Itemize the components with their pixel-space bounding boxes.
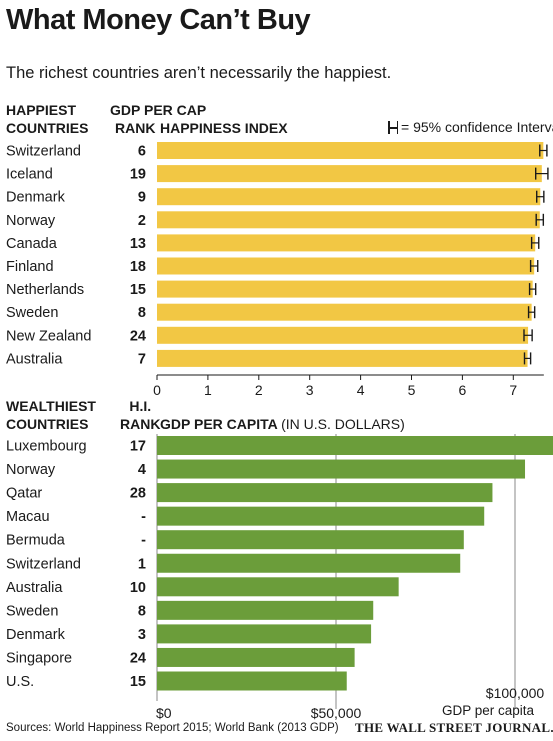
hi-rank-value: 17 xyxy=(130,439,146,455)
gdp-rank-value: 9 xyxy=(138,190,146,206)
wealth-country-label: Denmark xyxy=(6,627,66,643)
gdp-rank-value: 2 xyxy=(138,213,146,229)
happiness-index-header: HAPPINESS INDEX xyxy=(160,120,288,136)
hi-rank-header-line1: H.I. xyxy=(129,398,152,414)
hi-rank-value: 4 xyxy=(138,462,146,478)
happiness-bar xyxy=(157,211,540,229)
happy-country-label: New Zealand xyxy=(6,328,91,344)
gdp-axis-note: GDP per capita xyxy=(442,703,535,718)
wealth-country-label: Australia xyxy=(6,580,63,596)
confidence-interval-icon xyxy=(387,121,399,134)
happiness-tick-label: 2 xyxy=(255,382,263,398)
gdp-rank-header: GDP PER CAP RANK xyxy=(110,101,206,137)
wealthiest-header-line2: COUNTRIES xyxy=(6,416,89,432)
happiest-header-line1: HAPPIEST xyxy=(6,102,77,118)
hi-rank-value: - xyxy=(141,509,146,525)
gdp-tick-label: $100,000 xyxy=(486,685,545,701)
publisher-logo: THE WALL STREET JOURNAL. xyxy=(355,720,553,735)
hi-rank-value: 3 xyxy=(138,627,146,643)
happiness-bar xyxy=(157,303,532,321)
happiness-tick-label: 6 xyxy=(459,382,467,398)
gdp-tick-label: $0 xyxy=(156,705,172,721)
gdp-rank-header-line2: RANK xyxy=(115,120,156,136)
gdp-bar xyxy=(157,459,526,479)
happiness-bar xyxy=(157,349,528,367)
happiness-tick-label: 7 xyxy=(509,382,517,398)
happiness-tick-label: 1 xyxy=(204,382,212,398)
happy-country-label: Denmark xyxy=(6,190,66,206)
wealth-country-label: Macau xyxy=(6,509,50,525)
hi-rank-value: 24 xyxy=(130,650,146,666)
happiness-tick-label: 5 xyxy=(408,382,416,398)
gdp-bar xyxy=(157,506,485,526)
gdp-rank-header-line1: GDP PER CAP xyxy=(110,102,207,118)
confidence-interval-note-text: = 95% confidence Interval xyxy=(401,119,553,135)
sources-note: Sources: World Happiness Report 2015; Wo… xyxy=(6,722,339,734)
happiness-bar xyxy=(157,165,542,183)
happy-country-label: Australia xyxy=(6,351,63,367)
happy-country-label: Netherlands xyxy=(6,282,84,298)
happiest-header-line2: COUNTRIES xyxy=(6,120,89,136)
wealth-country-label: U.S. xyxy=(6,674,34,690)
gdp-per-capita-header: GDP PER CAPITA (IN U.S. DOLLARS) xyxy=(160,415,405,433)
hi-rank-value: 15 xyxy=(130,674,146,690)
happy-country-label: Iceland xyxy=(6,167,53,183)
happy-country-label: Sweden xyxy=(6,305,58,321)
wealth-country-label: Switzerland xyxy=(6,556,81,572)
happiness-bar xyxy=(157,280,533,298)
chart-subtitle: The richest countries aren’t necessarily… xyxy=(6,64,392,82)
happy-country-label: Canada xyxy=(6,236,58,252)
gdp-bar xyxy=(157,600,374,620)
chart-title: What Money Can’t Buy xyxy=(6,4,311,36)
hi-rank-value: 8 xyxy=(138,603,146,619)
wealth-country-label: Qatar xyxy=(6,486,42,502)
wealth-country-label: Luxembourg xyxy=(6,439,87,455)
wealth-country-label: Sweden xyxy=(6,603,58,619)
wealthiest-header-line1: WEALTHIEST xyxy=(6,398,96,414)
happiness-bar xyxy=(157,188,541,206)
confidence-interval-note: = 95% confidence Interval xyxy=(387,119,553,135)
happiest-header: HAPPIEST COUNTRIES xyxy=(6,101,88,137)
gdp-rank-value: 8 xyxy=(138,305,146,321)
happiness-bar xyxy=(157,257,535,275)
wealthiest-header: WEALTHIEST COUNTRIES xyxy=(6,397,96,433)
happiness-bar xyxy=(157,142,544,159)
happiness-tick-label: 3 xyxy=(306,382,314,398)
happy-country-label: Norway xyxy=(6,213,56,229)
hi-rank-value: 1 xyxy=(138,556,146,572)
wealth-country-label: Singapore xyxy=(6,650,72,666)
gdp-tick-label: $50,000 xyxy=(311,705,362,721)
gdp-rank-value: 18 xyxy=(130,259,146,275)
gdp-bar xyxy=(157,530,464,550)
gdp-bar xyxy=(157,671,347,691)
gdp-per-capita-header-main: GDP PER CAPITA xyxy=(160,416,278,432)
happiness-tick-label: 0 xyxy=(153,382,161,398)
gdp-bar xyxy=(157,624,372,644)
gdp-rank-value: 24 xyxy=(130,328,146,344)
happy-country-label: Switzerland xyxy=(6,144,81,160)
gdp-bar xyxy=(157,553,461,573)
gdp-bar xyxy=(157,647,355,667)
happy-country-label: Finland xyxy=(6,259,54,275)
gdp-bar xyxy=(157,483,493,503)
happiness-bar xyxy=(157,234,536,252)
wealth-country-label: Norway xyxy=(6,462,56,478)
happiness-tick-label: 4 xyxy=(357,382,365,398)
wealth-country-label: Bermuda xyxy=(6,533,66,549)
gdp-rank-value: 7 xyxy=(138,351,146,367)
gdp-rank-value: 6 xyxy=(138,144,146,160)
hi-rank-value: 10 xyxy=(130,580,146,596)
gdp-rank-value: 19 xyxy=(130,167,146,183)
happiness-bar xyxy=(157,326,529,344)
hi-rank-header: H.I. RANK xyxy=(120,397,160,433)
hi-rank-value: 28 xyxy=(130,486,146,502)
gdp-per-capita-header-suffix: (IN U.S. DOLLARS) xyxy=(281,416,405,432)
gdp-rank-value: 15 xyxy=(130,282,146,298)
hi-rank-header-line2: RANK xyxy=(120,416,161,432)
gdp-bar xyxy=(157,436,553,455)
gdp-bar xyxy=(157,577,399,597)
gdp-rank-value: 13 xyxy=(130,236,146,252)
hi-rank-value: - xyxy=(141,533,146,549)
